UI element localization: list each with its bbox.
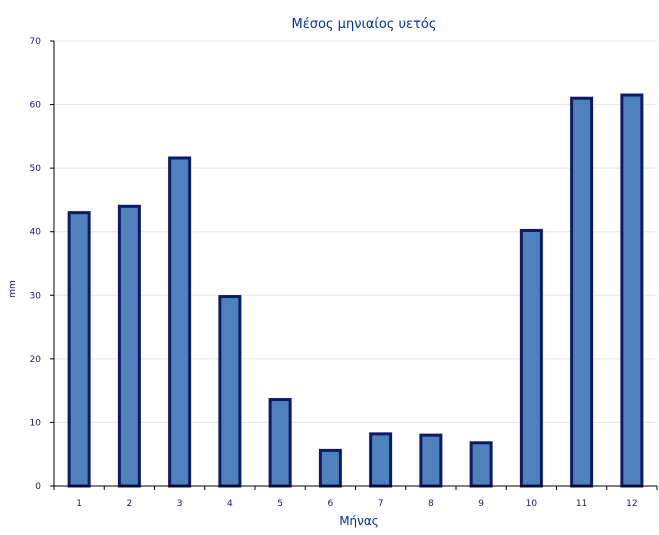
y-tick-label: 30	[30, 291, 42, 301]
y-tick-label: 10	[30, 418, 42, 428]
x-tick-label: 7	[378, 499, 384, 509]
x-tick-label: 11	[576, 499, 587, 509]
bar-month-10	[519, 228, 543, 488]
y-tick-label: 20	[30, 355, 42, 365]
x-axis-ticks: 1 2 3 4 5 6 7 8 9 10 11 12	[53, 486, 658, 509]
bar-month-2	[117, 204, 141, 488]
x-tick-label: 8	[428, 499, 434, 509]
x-tick-label: 5	[277, 499, 283, 509]
y-axis-title: mm	[8, 280, 18, 298]
y-tick-label: 0	[35, 482, 41, 492]
bar-month-9	[469, 441, 493, 488]
bar-month-3	[168, 156, 192, 488]
bar-month-6	[318, 448, 342, 488]
y-tick-label: 70	[30, 37, 42, 47]
x-tick-label: 1	[76, 499, 82, 509]
x-tick-label: 3	[177, 499, 183, 509]
axes	[53, 41, 657, 487]
bar-month-8	[419, 433, 443, 488]
chart-title: Μέσος μηνιαίος υετός	[291, 17, 436, 32]
x-tick-label: 4	[227, 499, 233, 509]
y-tick-label: 60	[30, 101, 42, 111]
bar-month-4	[218, 295, 242, 488]
x-tick-label: 12	[626, 499, 637, 509]
x-axis-title: Μήνας	[339, 514, 379, 528]
bars	[67, 93, 644, 488]
bar-month-5	[268, 398, 292, 488]
y-axis-ticks: 0 10 20 30 40 50 60 70	[30, 37, 54, 492]
x-tick-label: 2	[127, 499, 133, 509]
x-tick-label: 6	[328, 499, 334, 509]
x-tick-label: 9	[478, 499, 484, 509]
bar-month-7	[369, 432, 393, 488]
gridlines	[54, 40, 657, 423]
bar-month-1	[67, 211, 91, 488]
y-tick-label: 40	[30, 228, 42, 238]
bar-month-11	[570, 96, 594, 488]
x-tick-label: 10	[526, 499, 538, 509]
y-tick-label: 50	[30, 164, 42, 174]
bar-month-12	[620, 93, 644, 488]
